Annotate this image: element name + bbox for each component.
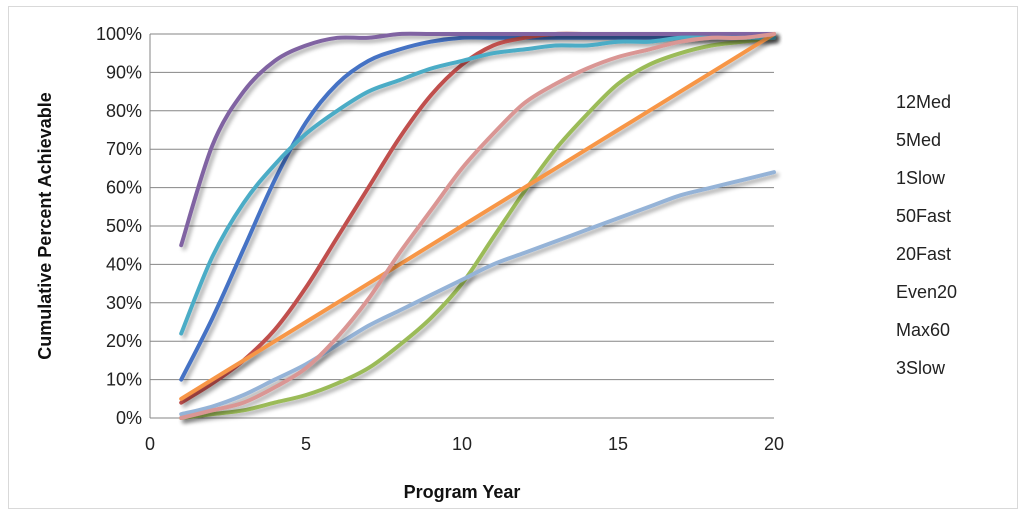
y-tick-label: 0% bbox=[116, 408, 142, 428]
y-axis-title: Cumulative Percent Achievable bbox=[35, 92, 55, 359]
legend-label: 3Slow bbox=[896, 358, 946, 378]
series-line-even20 bbox=[179, 32, 776, 401]
y-axis-ticks: 0% 10% 20% 30% 40% 50% 60% 70% 80% 90% 100% bbox=[96, 24, 142, 428]
y-tick-label: 90% bbox=[106, 62, 142, 82]
series-line-3slow bbox=[179, 32, 776, 420]
legend-label: 50Fast bbox=[896, 206, 951, 226]
series-line-1slow bbox=[179, 35, 776, 420]
x-tick-label: 5 bbox=[301, 434, 311, 454]
y-tick-label: 100% bbox=[96, 24, 142, 44]
x-axis-title: Program Year bbox=[404, 482, 521, 502]
x-tick-label: 10 bbox=[452, 434, 472, 454]
y-tick-label: 30% bbox=[106, 293, 142, 313]
legend-label: Max60 bbox=[896, 320, 950, 340]
y-tick-label: 70% bbox=[106, 139, 142, 159]
legend-label: 5Med bbox=[896, 130, 941, 150]
legend-label: 20Fast bbox=[896, 244, 951, 264]
series-line-max60 bbox=[179, 170, 776, 417]
legend-label: Even20 bbox=[896, 282, 957, 302]
series-line-20fast bbox=[179, 35, 776, 336]
y-tick-label: 60% bbox=[106, 178, 142, 198]
legend: 12Med 5Med 1Slow 50Fast 20Fast Even20 Max60 3Sl… bbox=[828, 92, 957, 378]
x-tick-label: 20 bbox=[764, 434, 784, 454]
x-tick-label: 15 bbox=[608, 434, 628, 454]
series-line-50fast bbox=[179, 31, 776, 248]
y-tick-label: 40% bbox=[106, 254, 142, 274]
series-lines bbox=[179, 31, 776, 420]
legend-label: 1Slow bbox=[896, 168, 946, 188]
y-tick-label: 10% bbox=[106, 370, 142, 390]
x-axis-ticks: 0 5 10 15 20 bbox=[145, 434, 784, 454]
y-tick-label: 80% bbox=[106, 101, 142, 121]
legend-label: 12Med bbox=[896, 92, 951, 112]
x-tick-label: 0 bbox=[145, 434, 155, 454]
y-tick-label: 20% bbox=[106, 331, 142, 351]
grid-lines bbox=[150, 33, 774, 419]
y-tick-label: 50% bbox=[106, 216, 142, 236]
